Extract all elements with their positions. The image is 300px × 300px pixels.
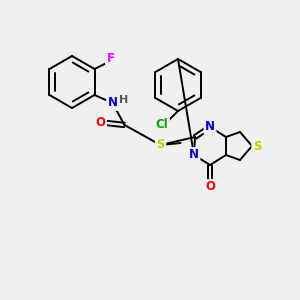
Text: S: S bbox=[156, 139, 165, 152]
Text: O: O bbox=[95, 116, 106, 130]
Text: N: N bbox=[107, 97, 118, 110]
Text: O: O bbox=[205, 181, 215, 194]
Text: S: S bbox=[253, 140, 261, 152]
Text: H: H bbox=[119, 95, 128, 105]
Text: N: N bbox=[205, 121, 215, 134]
Text: Cl: Cl bbox=[156, 118, 168, 131]
Text: F: F bbox=[106, 52, 115, 65]
Text: N: N bbox=[189, 148, 199, 161]
